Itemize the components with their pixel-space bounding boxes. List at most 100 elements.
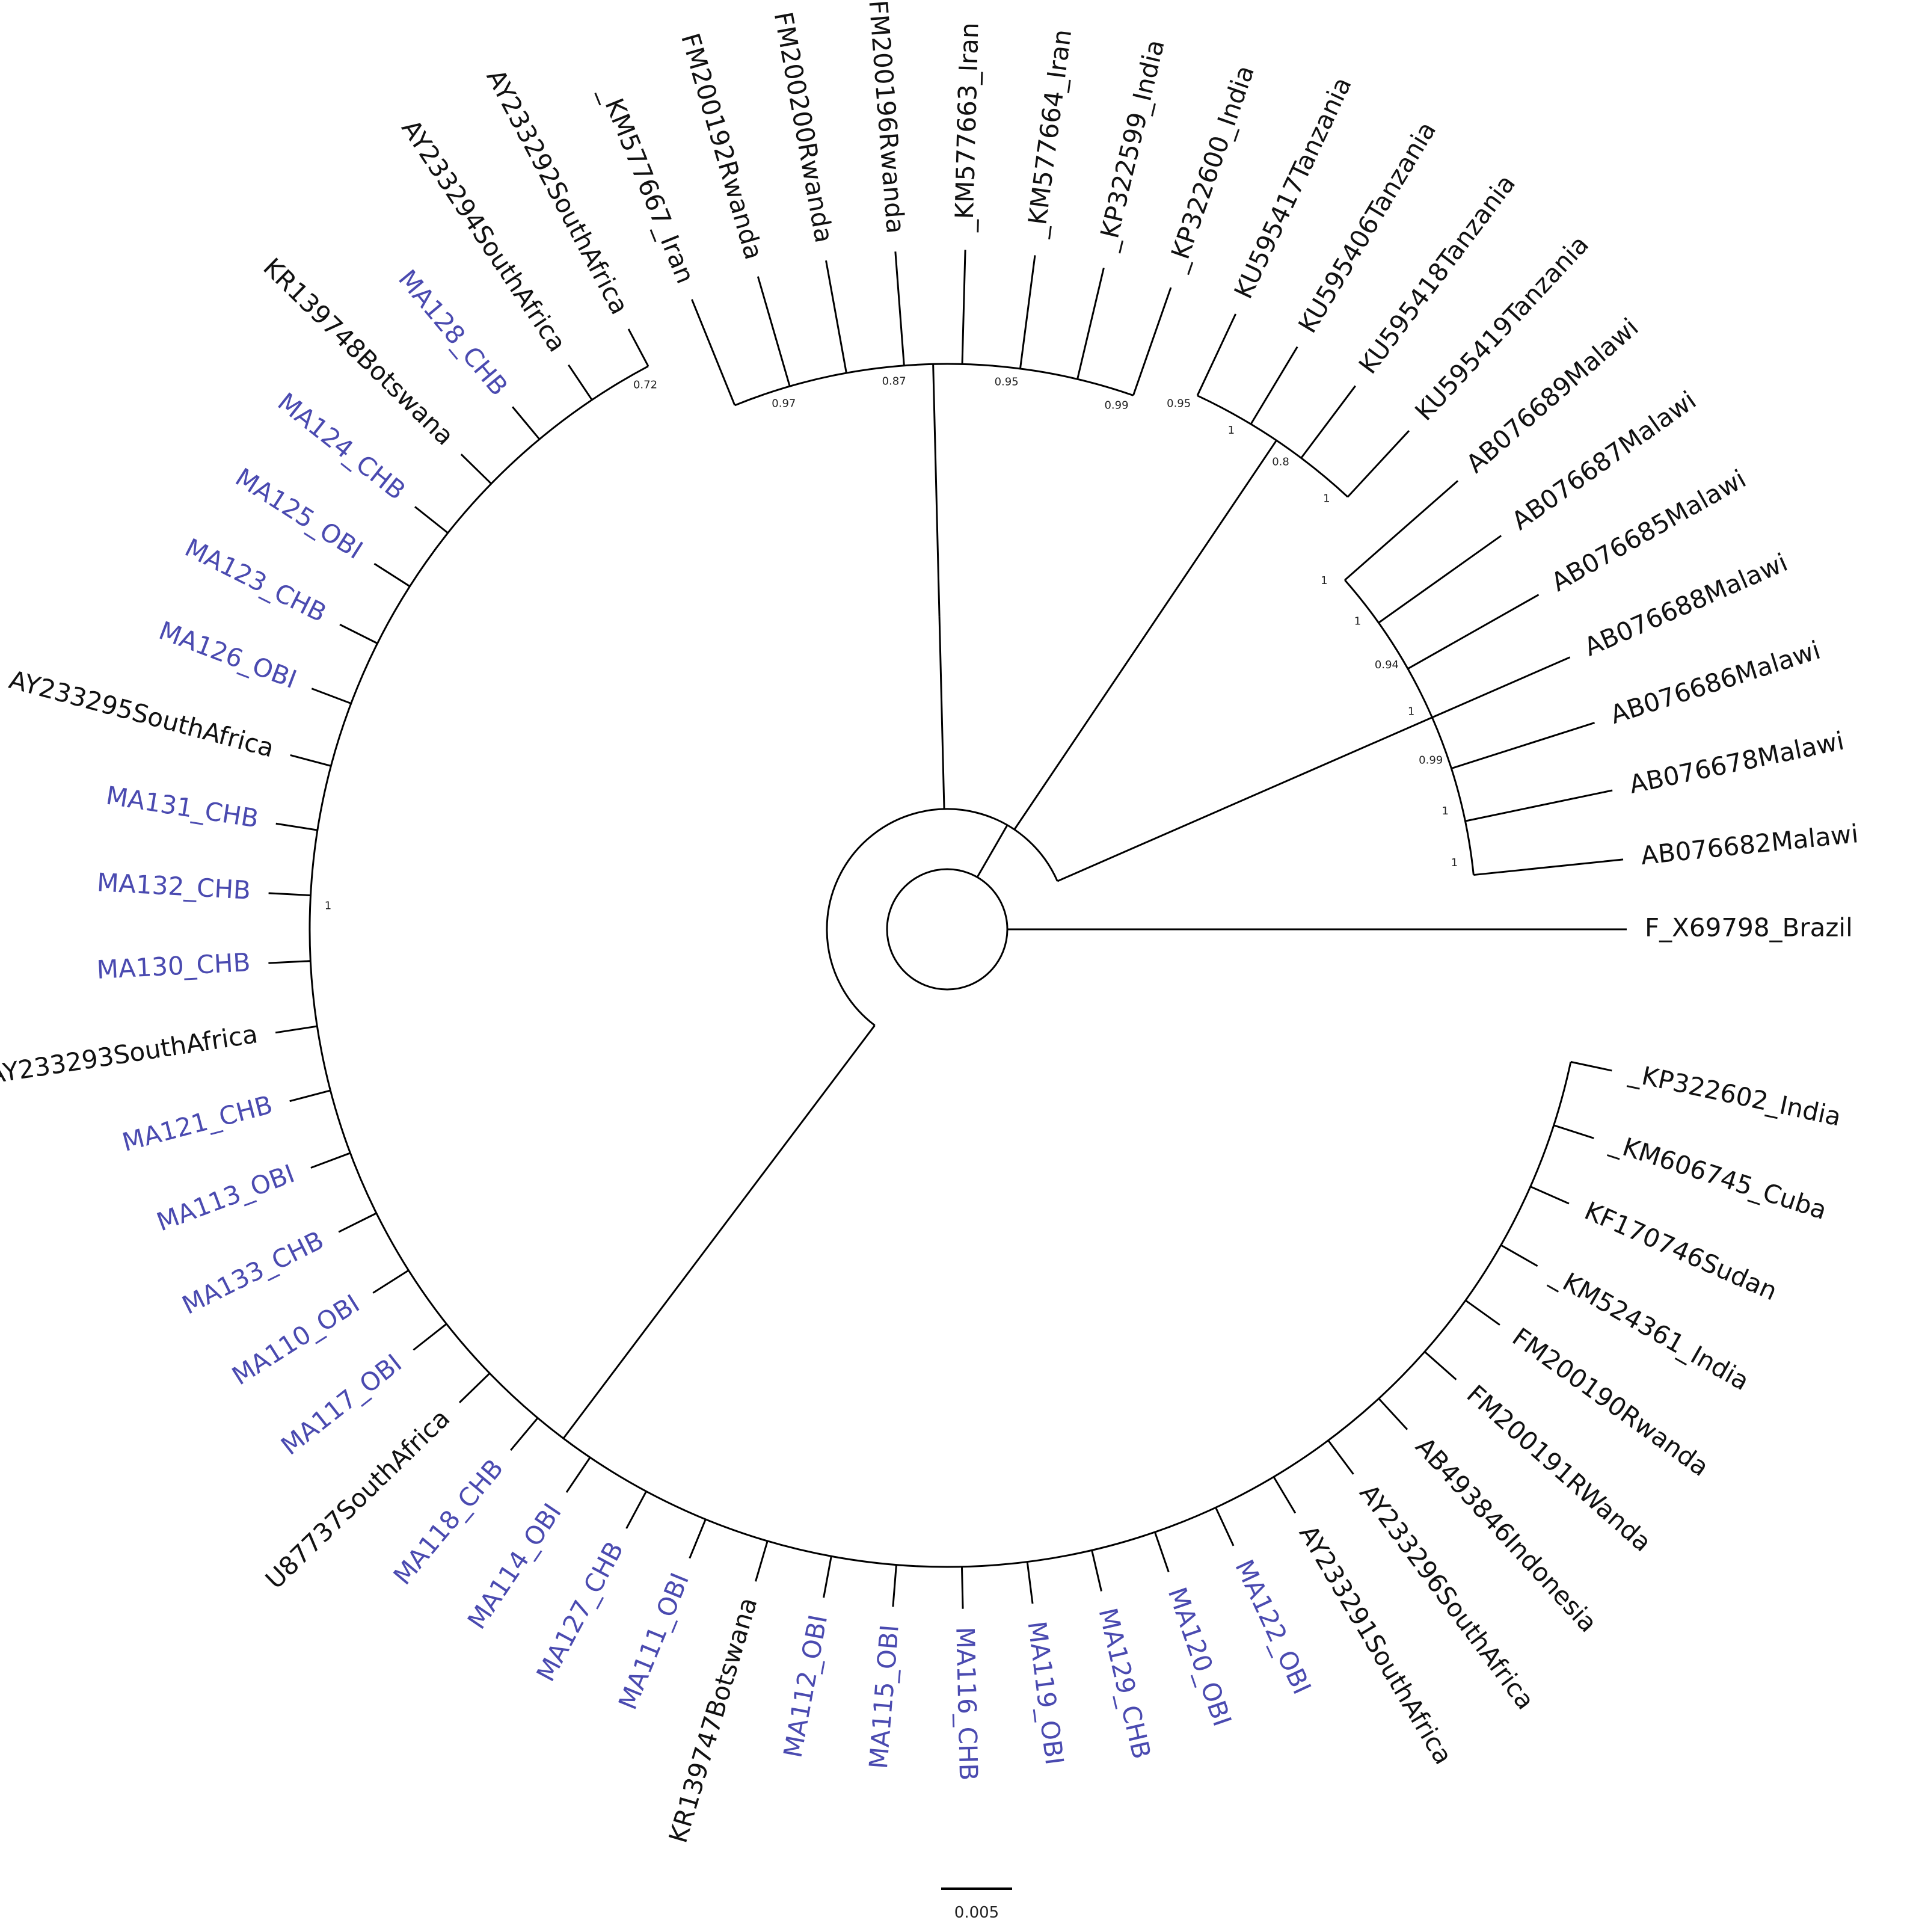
reference-tip-label: _KM606745_Cuba bbox=[1606, 1128, 1830, 1225]
support-value: 1 bbox=[325, 900, 331, 912]
branch bbox=[414, 506, 449, 534]
branch bbox=[268, 960, 311, 964]
reference-tip-label: AB076678Malawi bbox=[1627, 726, 1847, 799]
branch bbox=[1091, 1549, 1102, 1592]
branch bbox=[1424, 1351, 1457, 1380]
branch bbox=[562, 1198, 746, 1439]
reference-tip-label: _KM577667_Iran bbox=[594, 82, 701, 288]
sample-tip-label: MA133_CHB bbox=[177, 1225, 328, 1320]
branch bbox=[1094, 440, 1277, 710]
branch bbox=[892, 1564, 897, 1607]
branch bbox=[1026, 1561, 1034, 1604]
branch bbox=[1530, 1186, 1570, 1205]
sample-tip-label: MA120_OBI bbox=[1162, 1584, 1238, 1730]
support-value: 0.72 bbox=[633, 379, 657, 392]
support-value: 0.99 bbox=[1419, 754, 1443, 767]
branch-arc bbox=[826, 808, 1058, 1026]
branch bbox=[932, 364, 941, 617]
branch bbox=[938, 617, 945, 810]
support-value: 1 bbox=[1323, 493, 1330, 505]
branch bbox=[460, 454, 492, 485]
reference-tip-label: _KP322599_India bbox=[1092, 37, 1170, 254]
support-value: 1 bbox=[1442, 805, 1448, 817]
branch bbox=[565, 1457, 591, 1493]
sample-tip-label: MA127_CHB bbox=[530, 1537, 629, 1687]
reference-tip-label: _KP322602_India bbox=[1626, 1058, 1844, 1132]
sample-tip-label: MA132_CHB bbox=[96, 867, 251, 905]
branch bbox=[1153, 1531, 1170, 1572]
branch bbox=[413, 1323, 447, 1351]
sample-tip-label: MA129_CHB bbox=[1093, 1605, 1156, 1761]
reference-tip-label: _KM577663_Iran bbox=[949, 22, 984, 233]
branch bbox=[1473, 858, 1624, 876]
branch bbox=[1132, 287, 1172, 396]
branch bbox=[1431, 656, 1571, 719]
branch bbox=[1013, 709, 1096, 830]
branch bbox=[1300, 385, 1356, 459]
branch bbox=[691, 299, 736, 406]
sample-tip-label: MA111_OBI bbox=[613, 1569, 695, 1714]
support-value: 1 bbox=[1354, 615, 1361, 627]
sample-tip-label: MA110_OBI bbox=[227, 1288, 364, 1391]
sample-tip-label: MA125_OBI bbox=[230, 463, 368, 565]
branch bbox=[1465, 1299, 1500, 1326]
reference-tip-label: FM200196Rwanda bbox=[863, 0, 910, 235]
branch bbox=[290, 754, 331, 767]
sample-tip-label: MA114_OBI bbox=[462, 1498, 567, 1635]
sample-tip-label: MA119_OBI bbox=[1022, 1619, 1069, 1767]
branch bbox=[1553, 1124, 1594, 1139]
reference-tip-label: _KM577664_Iran bbox=[1021, 28, 1077, 240]
reference-tip-label: _KP322600_India bbox=[1161, 61, 1260, 275]
support-value: 0.97 bbox=[772, 397, 796, 410]
branch bbox=[1378, 1398, 1408, 1430]
support-value: 0.95 bbox=[995, 375, 1019, 388]
branch bbox=[339, 623, 378, 644]
branch bbox=[625, 1491, 647, 1529]
branch bbox=[1019, 255, 1036, 369]
branch-arc bbox=[309, 365, 1572, 1568]
tree-branches bbox=[268, 250, 1627, 1609]
sample-tip-label: MA128_CHB bbox=[393, 264, 514, 401]
branch bbox=[310, 1152, 351, 1169]
branch bbox=[458, 1373, 491, 1403]
reference-tip-label: AB076682Malawi bbox=[1639, 819, 1859, 870]
branch bbox=[743, 1024, 876, 1199]
support-value: 0.94 bbox=[1375, 659, 1399, 671]
branch bbox=[825, 260, 847, 374]
branch bbox=[1344, 480, 1459, 581]
sample-tip-label: MA112_OBI bbox=[778, 1613, 833, 1760]
branch bbox=[1250, 346, 1298, 425]
scale-bar-label: 0.005 bbox=[954, 1904, 999, 1922]
branch bbox=[960, 1566, 964, 1609]
support-value: 0.99 bbox=[1104, 399, 1128, 412]
branch bbox=[1196, 313, 1237, 396]
sample-tip-label: MA131_CHB bbox=[104, 781, 260, 834]
sample-tip-label: MA115_OBI bbox=[864, 1623, 904, 1770]
support-value: 0.95 bbox=[1167, 398, 1191, 410]
sample-tip-label: MA123_CHB bbox=[180, 532, 331, 628]
branch bbox=[568, 364, 593, 401]
branch bbox=[1451, 722, 1595, 769]
branch bbox=[1327, 1439, 1354, 1475]
support-value: 0.8 bbox=[1272, 456, 1289, 469]
branch bbox=[894, 251, 905, 366]
branch bbox=[1378, 535, 1502, 624]
branch bbox=[372, 1269, 410, 1294]
sample-tip-label: MA118_CHB bbox=[387, 1453, 509, 1590]
sample-tip-label: MA126_OBI bbox=[155, 615, 301, 694]
branch bbox=[976, 825, 1009, 878]
branch bbox=[338, 1212, 377, 1233]
branch bbox=[1570, 1060, 1612, 1072]
branch bbox=[373, 562, 411, 588]
support-value: 1 bbox=[1321, 574, 1327, 587]
reference-tip-label: AY233295SouthAfrica bbox=[6, 665, 277, 763]
support-value: 0.87 bbox=[882, 375, 906, 387]
branch bbox=[510, 1417, 539, 1451]
sample-tip-label: MA121_CHB bbox=[119, 1090, 275, 1157]
reference-tip-label: AB076686Malawi bbox=[1607, 635, 1824, 730]
branch bbox=[512, 406, 541, 440]
branch bbox=[1407, 594, 1540, 670]
sample-tip-label: MA124_CHB bbox=[272, 387, 411, 505]
branch bbox=[1076, 268, 1105, 380]
branch bbox=[689, 1519, 707, 1559]
